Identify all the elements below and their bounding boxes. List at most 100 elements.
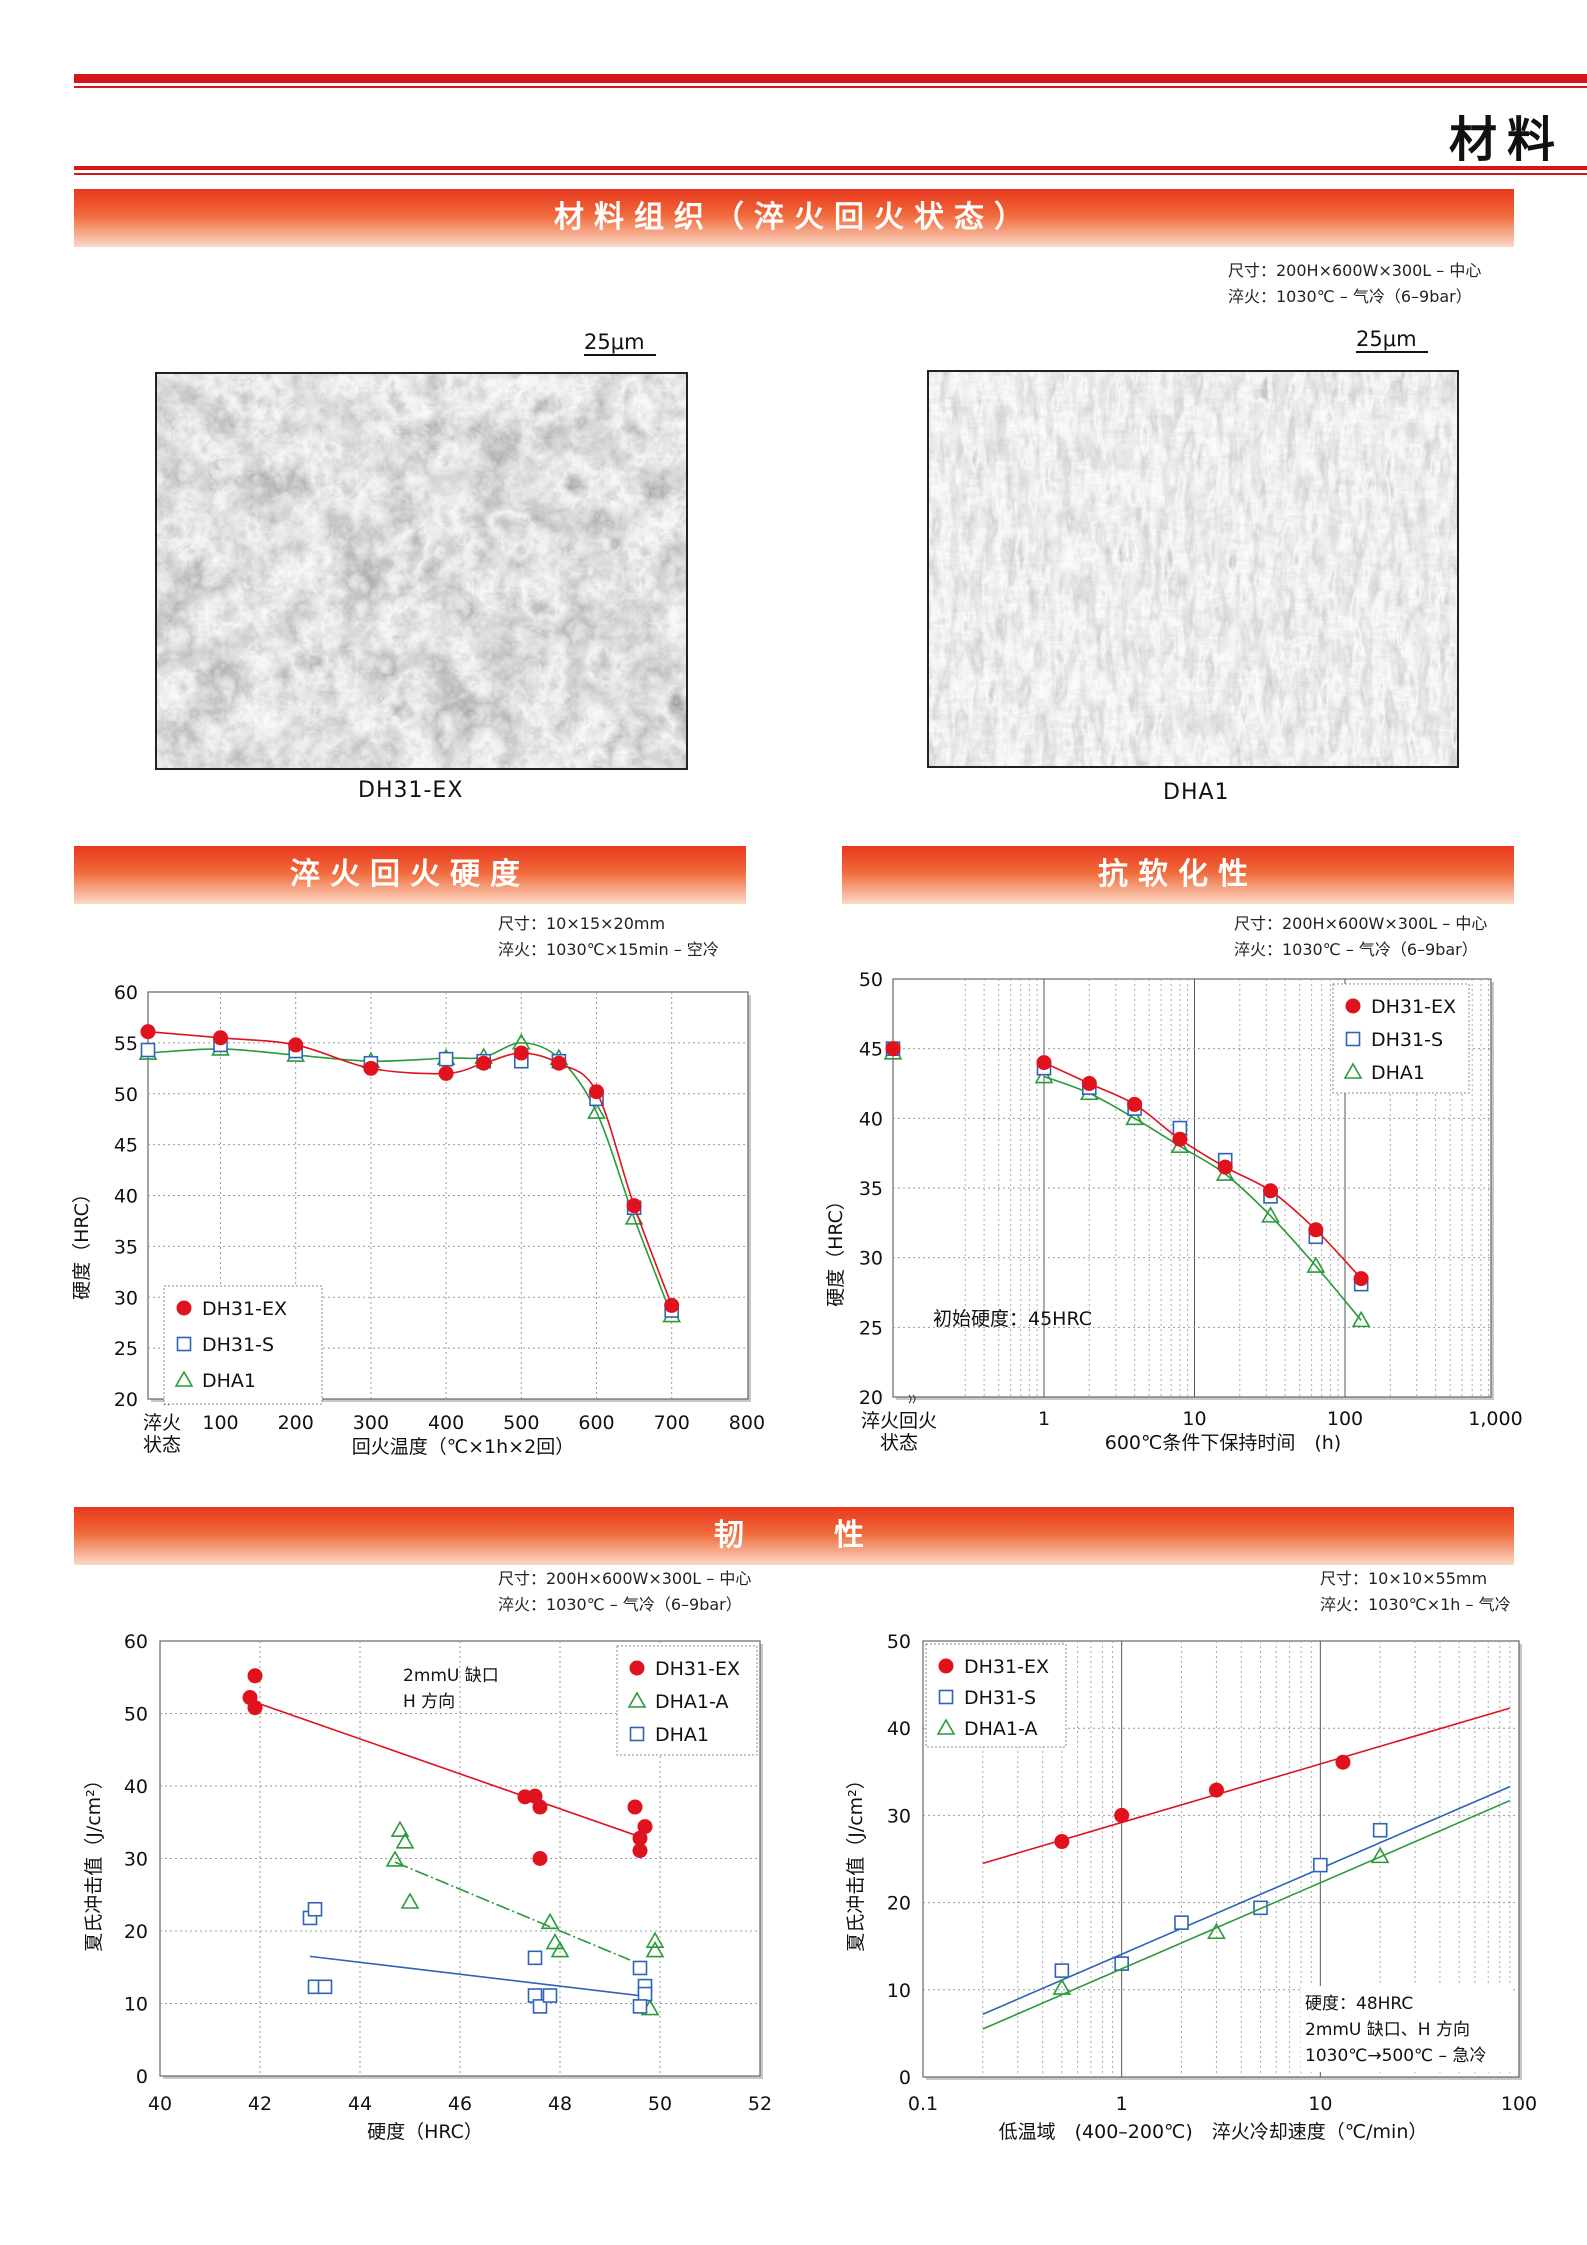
impact-rate-annotation-0: 硬度：48HRC [1305, 1994, 1413, 2014]
micrograph-caption-right: DHA1 [1163, 780, 1230, 805]
impact-hrc-point-dh31-ex [637, 1819, 653, 1835]
toughness-right-spec-quench: 淬火：1030℃×1h – 气冷 [1320, 1595, 1511, 1614]
impact-hrc-point-dha1 [532, 1999, 548, 2014]
softening-point-dh31-ex [1172, 1131, 1188, 1147]
tempering-legend-marker-dha1 [174, 1370, 194, 1387]
impact-hrc-point-dh31-ex [532, 1851, 548, 1866]
impact-hrc-annotation-1: H 方向 [403, 1692, 455, 1712]
softening-legend-label-dha1: DHA1 [1371, 1062, 1425, 1084]
toughness-left-spec-size: 尺寸：200H×600W×300L – 中心 [498, 1569, 752, 1588]
impact-rate-xtick-label: 10 [1308, 2093, 1332, 2115]
impact-rate-ylabel: 夏氏冲击值（J/cm²） [845, 1770, 867, 1952]
impact-rate-annotation-1: 2mmU 缺口、H 方向 [1305, 2020, 1470, 2040]
impact-rate-ytick-label: 40 [887, 1718, 911, 1740]
impact-hrc-xtick-label: 42 [248, 2093, 272, 2115]
impact-rate-legend-marker-dh31-ex [938, 1658, 954, 1674]
tempering-point-dh31-ex [664, 1297, 680, 1313]
micrograph-dh31-ex-image [157, 374, 686, 768]
hardness-spec-size: 尺寸：10×15×20mm [498, 914, 666, 933]
impact-rate-legend-label-dha1-a: DHA1-A [964, 1718, 1037, 1740]
impact-hrc-trend-dh31-ex [249, 1699, 641, 1838]
impact-hrc-legend-marker-dh31-ex [629, 1660, 645, 1676]
structure-spec: 尺寸：200H×600W×300L – 中心 淬火：1030℃ – 气冷（6–9… [1228, 258, 1481, 310]
micrograph-dha1 [927, 370, 1459, 768]
tempering-ytick-label: 25 [114, 1338, 138, 1360]
impact-hrc-ytick-label: 40 [124, 1776, 148, 1798]
softening-spec-quench: 淬火：1030℃ – 气冷（6–9bar） [1234, 940, 1478, 959]
tempering-x-first-label-line-0: 淬火 [143, 1412, 181, 1434]
softening-ytick-label: 30 [859, 1248, 883, 1270]
softening-ytick-label: 35 [859, 1178, 883, 1200]
impact-rate-trend-dh31-ex [982, 1707, 1511, 1865]
softening-point-dh31-ex [1308, 1222, 1324, 1238]
section-title-hardness: 淬火回火硬度 [290, 857, 530, 892]
chart-impact-vs-cooling-rate: 0.1 1 10 100 0 10 20 30 40 50 低温域 (400–200℃) 淬火冷却速… [845, 1631, 1537, 2143]
tempering-point-dha1 [587, 1102, 606, 1119]
softening-point-dh31-ex [1081, 1076, 1097, 1091]
tempering-point-dh31-ex [140, 1024, 156, 1040]
impact-rate-point-dha1-a [1370, 1846, 1390, 1864]
tempering-xtick-label: 300 [353, 1412, 389, 1434]
scale-label-right: 25μm [1356, 327, 1417, 351]
impact-rate-ytick-label: 20 [887, 1893, 911, 1915]
impact-hrc-legend-label-dh31-ex: DH31-EX [655, 1658, 740, 1680]
impact-hrc-point-dha1-a [545, 1932, 565, 1950]
impact-hrc-xtick-label: 44 [348, 2093, 372, 2115]
impact-hrc-ytick-label: 60 [124, 1631, 148, 1653]
impact-rate-point-dh31-ex [1114, 1807, 1130, 1823]
tempering-x-first-label-line-1: 状态 [143, 1434, 181, 1456]
scale-bar-line-left [584, 354, 656, 356]
impact-rate-ytick-label: 10 [887, 1980, 911, 2002]
impact-rate-annotation-bg [1301, 1986, 1511, 2072]
micrograph-dha1-image [929, 372, 1457, 766]
impact-rate-annotation-2: 1030℃→500℃ – 急冷 [1305, 2046, 1486, 2066]
impact-rate-xtick-label: 100 [1501, 2093, 1537, 2115]
hardness-spec-quench: 淬火：1030℃×15min – 空冷 [498, 940, 719, 959]
softening-axis-break [908, 1394, 916, 1404]
softening-point-dha1 [1261, 1206, 1280, 1223]
impact-hrc-xtick-label: 52 [748, 2093, 772, 2115]
tempering-legend-label-dh31-ex: DH31-EX [202, 1298, 287, 1320]
impact-hrc-legend-marker-dha1-a [627, 1691, 647, 1708]
toughness-spec-left: 尺寸：200H×600W×300L – 中心 淬火：1030℃ – 气冷（6–9… [498, 1566, 751, 1618]
impact-hrc-point-dha1-a [540, 1912, 560, 1930]
impact-hrc-xtick-label: 48 [548, 2093, 572, 2115]
impact-hrc-ytick-label: 20 [124, 1921, 148, 1943]
impact-rate-trend-dh31-s [982, 1785, 1511, 2015]
impact-hrc-point-dha1 [317, 1979, 333, 1995]
scale-bar-left: 25μm [584, 330, 656, 356]
tempering-point-dh31-ex [589, 1084, 604, 1100]
softening-point-dha1 [1034, 1066, 1054, 1084]
softening-point-dha1 [1125, 1108, 1144, 1126]
impact-hrc-point-dh31-ex [632, 1843, 648, 1859]
structure-spec-size: 尺寸：200H×600W×300L – 中心 [1228, 261, 1482, 280]
header-rule-bottom-thin [74, 173, 1587, 175]
tempering-point-dh31-s [438, 1051, 454, 1067]
softening-legend-marker-dha1 [1343, 1062, 1363, 1079]
tempering-xtick-label: 800 [729, 1412, 765, 1434]
impact-rate-point-dh31-ex [1054, 1834, 1070, 1850]
section-band-softening: 抗软化性 [842, 846, 1514, 904]
softening-xtick-label: 1,000 [1468, 1408, 1522, 1430]
section-title-structure: 材料组织（淬火回火状态） [554, 200, 1034, 235]
impact-hrc-point-dh31-ex [627, 1799, 643, 1815]
tempering-point-dh31-ex [213, 1030, 228, 1046]
impact-hrc-ytick-label: 30 [124, 1849, 148, 1871]
toughness-spec-right: 尺寸：10×10×55mm 淬火：1030℃×1h – 气冷 [1320, 1566, 1511, 1618]
impact-hrc-point-dh31-ex [247, 1668, 263, 1684]
chart-softening-resistance: 1 10 100 1,000 20 25 30 35 40 45 50 淬火回火状态 600℃条件下保持… [825, 969, 1523, 1454]
toughness-left-spec-quench: 淬火：1030℃ – 气冷（6–9bar） [498, 1595, 742, 1614]
impact-hrc-point-dha1 [632, 1960, 648, 1976]
tempering-ytick-label: 60 [114, 982, 138, 1004]
softening-annotation: 初始硬度：45HRC [933, 1308, 1092, 1330]
impact-hrc-xtick-label: 40 [148, 2093, 172, 2115]
impact-rate-legend-label-dh31-s: DH31-S [964, 1687, 1036, 1709]
section-band-structure: 材料组织（淬火回火状态） [74, 189, 1514, 247]
softening-ytick-label: 40 [859, 1108, 883, 1130]
softening-spec: 尺寸：200H×600W×300L – 中心 淬火：1030℃ – 气冷（6–9… [1234, 911, 1487, 963]
softening-legend-marker-dh31-ex [1345, 998, 1361, 1014]
tempering-xtick-label: 400 [428, 1412, 464, 1434]
impact-rate-point-dh31-s [1313, 1857, 1328, 1873]
tempering-xtick-label: 700 [654, 1412, 690, 1434]
tempering-ytick-label: 40 [114, 1186, 138, 1208]
